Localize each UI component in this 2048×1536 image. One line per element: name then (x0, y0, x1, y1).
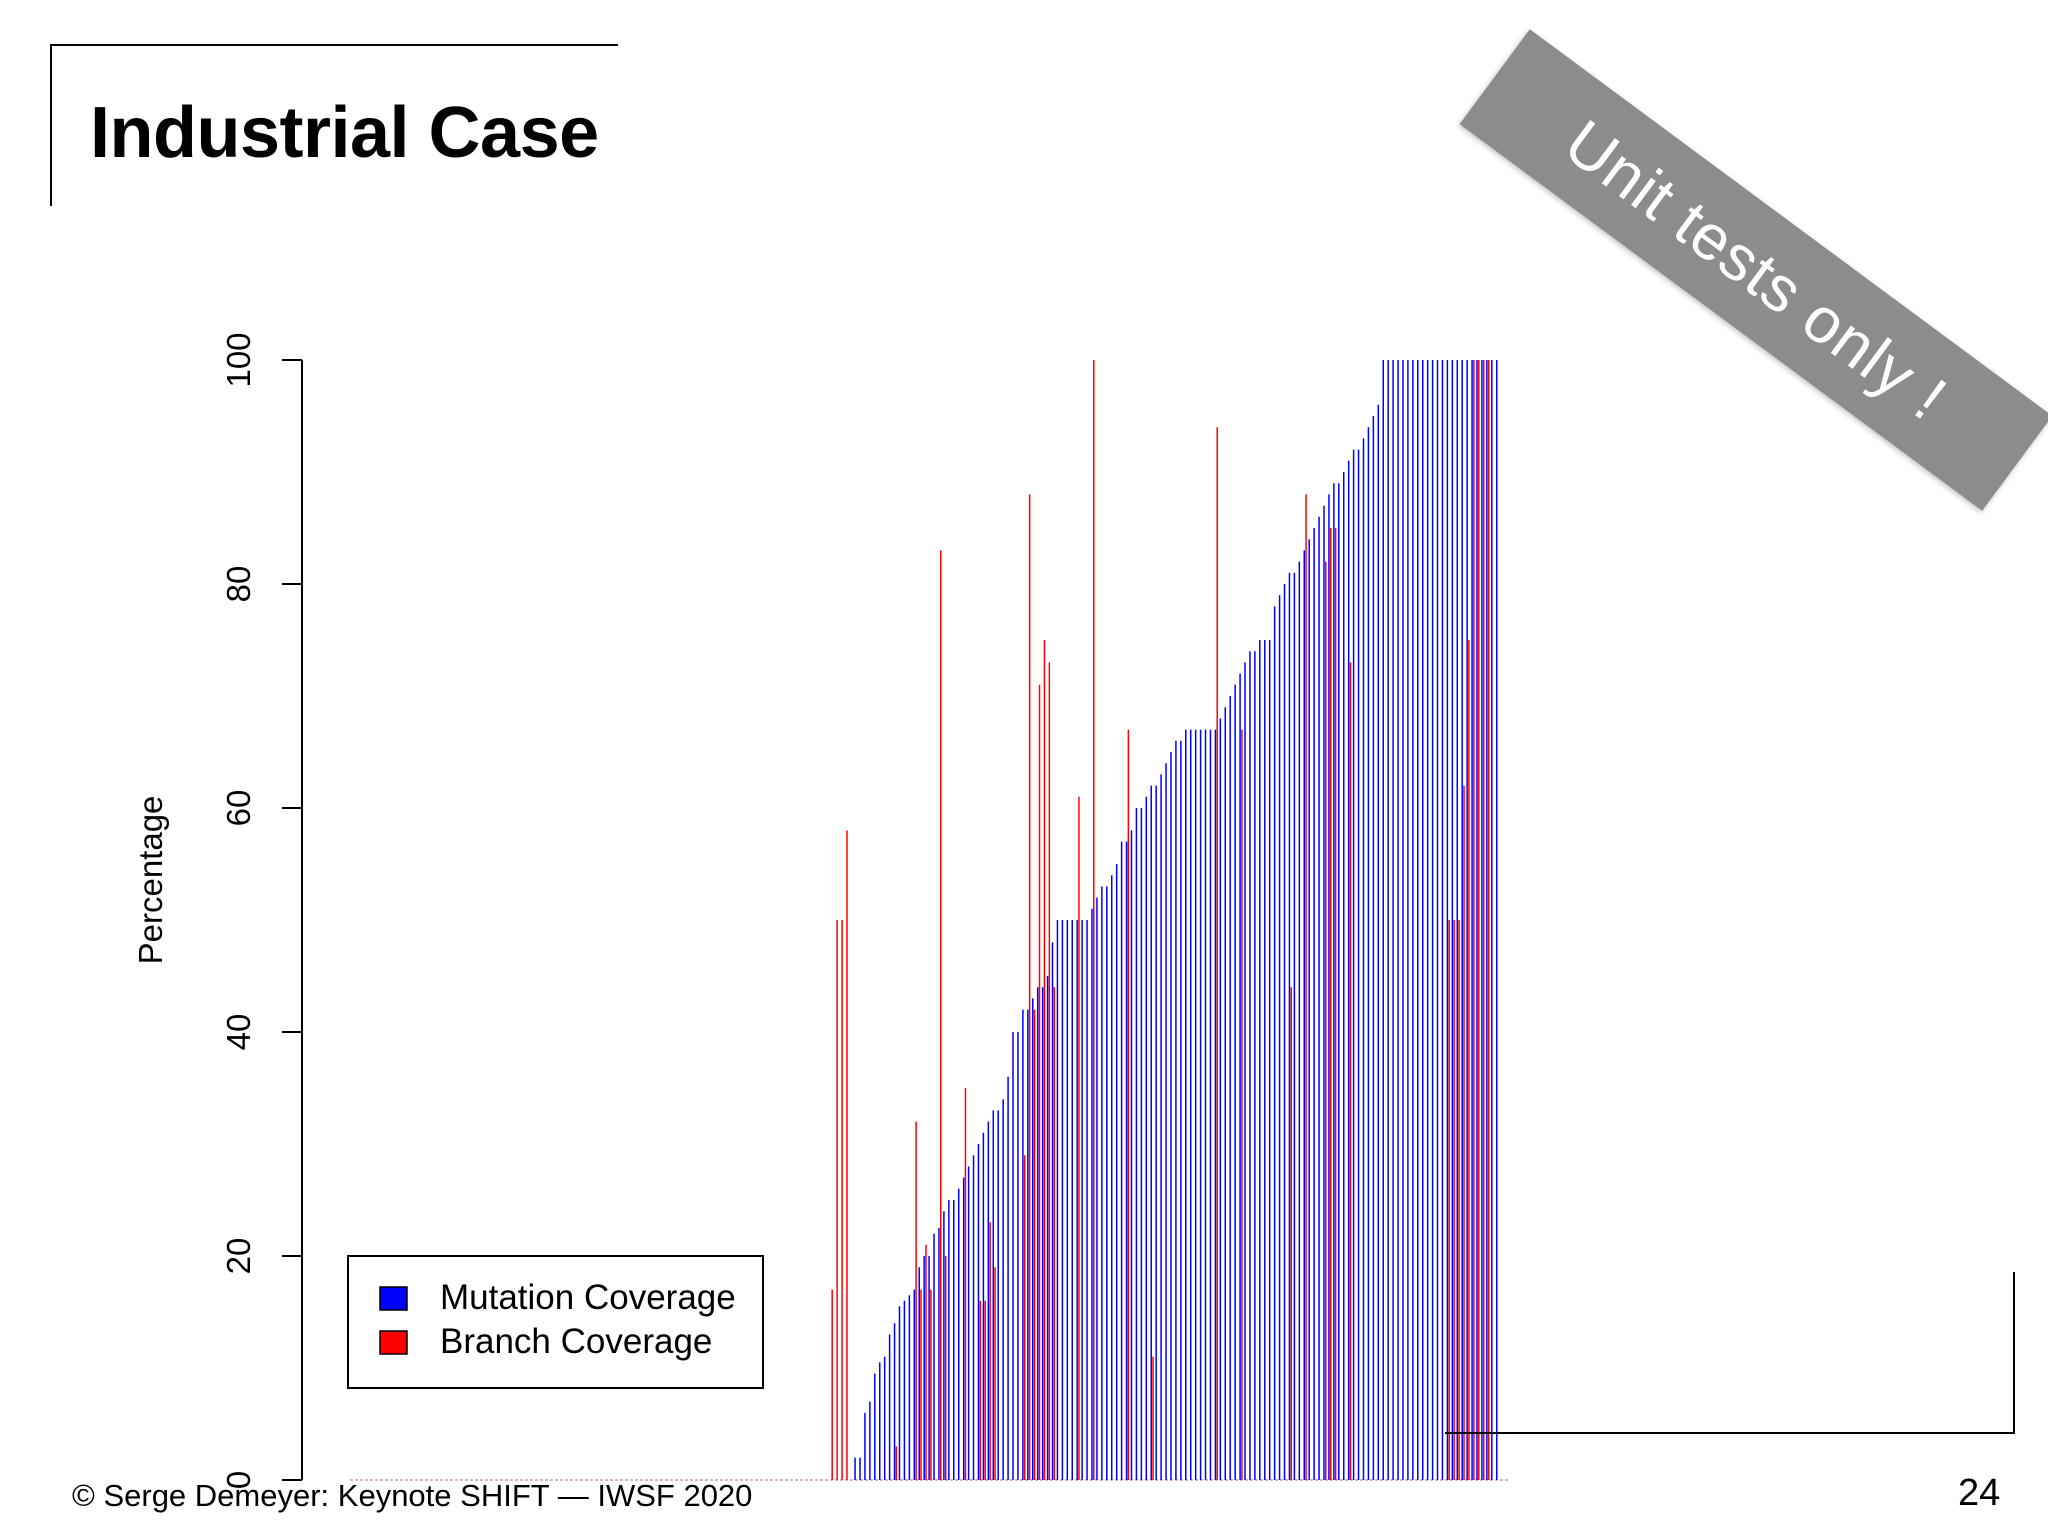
legend-swatch-mutation (379, 1286, 408, 1311)
footer-credit: © Serge Demeyer: Keynote SHIFT — IWSF 20… (72, 1478, 753, 1513)
y-axis: 0 20 40 60 80 100 (220, 332, 1510, 1489)
legend-swatch-branch (379, 1330, 408, 1355)
legend-label-branch: Branch Coverage (440, 1322, 712, 1361)
frame-bracket-vertical (2013, 1272, 2015, 1434)
frame-bracket-horizontal (1445, 1432, 2015, 1434)
mutation-coverage-bars (854, 360, 1498, 1480)
branch-coverage-bars (831, 360, 1490, 1480)
page-number: 24 (1958, 1472, 2001, 1514)
title-frame-top-line (50, 44, 618, 46)
y-tick-label: 20 (220, 1238, 257, 1275)
legend-label-mutation: Mutation Coverage (440, 1278, 736, 1317)
y-tick-label: 80 (220, 566, 257, 603)
y-tick-label: 0 (220, 1471, 257, 1489)
title-frame-left-line (50, 44, 52, 206)
slide-title: Industrial Case (90, 93, 599, 173)
legend-box (347, 1255, 764, 1389)
y-tick-label: 60 (220, 790, 257, 827)
y-tick-label: 40 (220, 1014, 257, 1051)
y-tick-label: 100 (220, 332, 257, 387)
chart-legend: Mutation Coverage Branch Coverage (347, 1255, 764, 1389)
y-axis-label: Percentage (132, 796, 169, 965)
